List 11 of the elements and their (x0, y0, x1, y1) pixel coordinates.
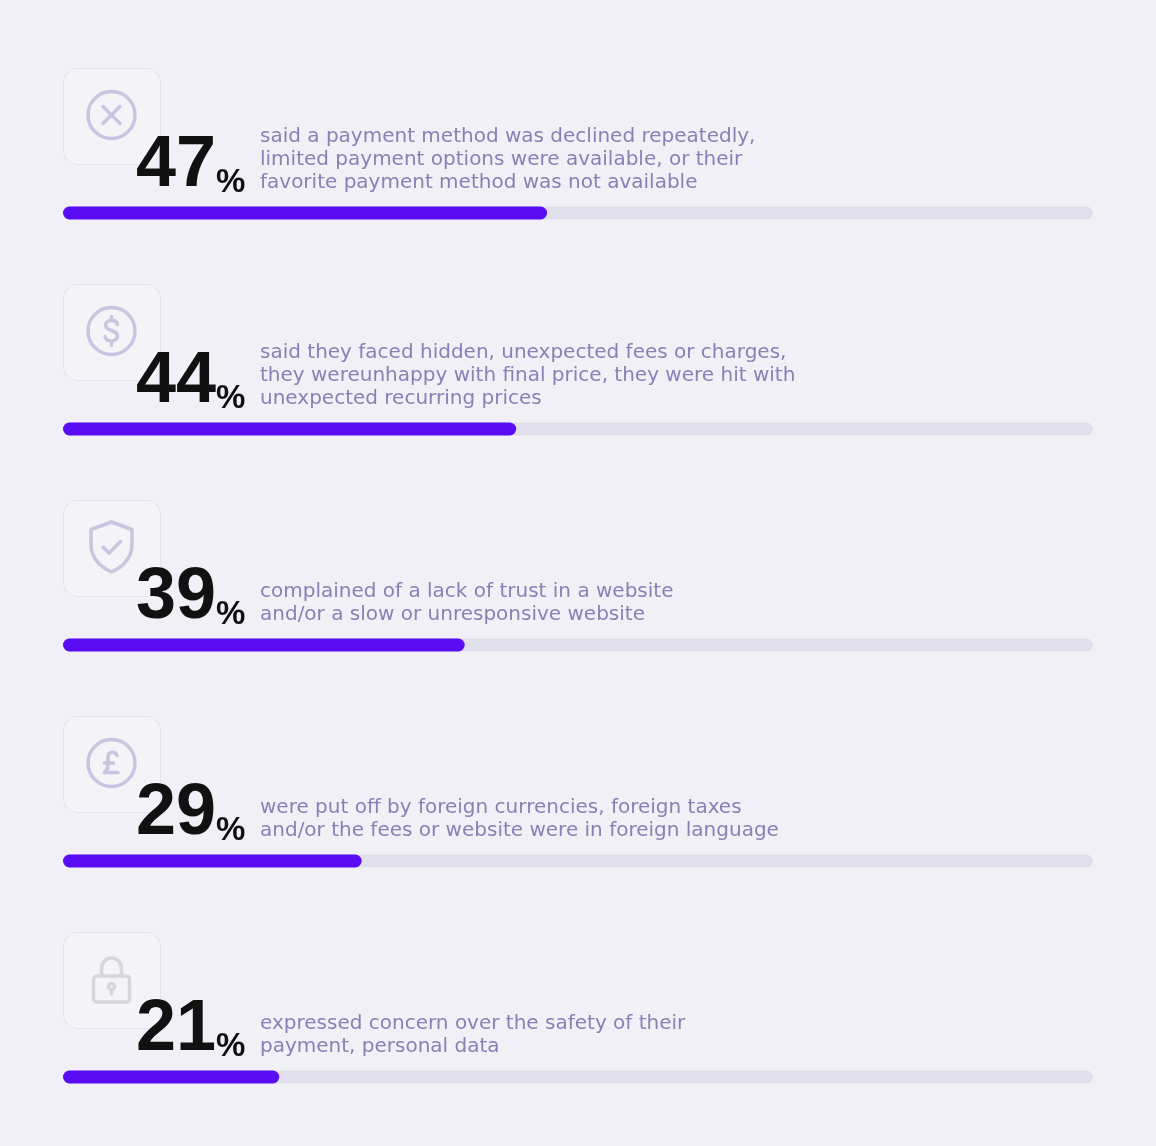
y-tick-label: expressed concern over the safety of their payment, personal data (260, 1009, 687, 1057)
y-tick-label: said they faced hidden, unexpected fees or charges, they wereunhappy with final price, they were hit with unexpected recurring prices (260, 338, 796, 409)
bar (63, 1070, 280, 1084)
y-tick-label: complained of a lack of trust in a website and/or a slow or unresponsive website (260, 577, 674, 625)
y-tick-label: said a payment method was declined repeatedly, limited payment options were available, or their favorite payment method was not available (260, 122, 756, 193)
data-label: 47% (136, 120, 246, 201)
data-label: 29% (136, 768, 246, 849)
data-label: 21% (136, 984, 246, 1065)
y-tick-label: were put off by foreign currencies, foreign taxes and/or the fees or website were in foreign language (260, 793, 779, 841)
data-label: 39% (136, 552, 246, 633)
data-label: 44% (136, 336, 246, 417)
